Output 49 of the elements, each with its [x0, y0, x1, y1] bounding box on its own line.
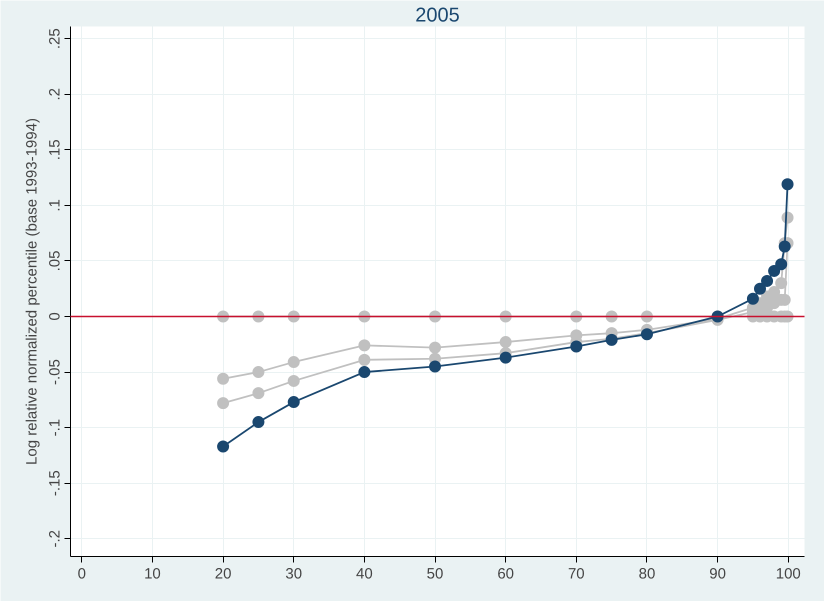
point	[252, 366, 264, 378]
point	[358, 366, 370, 378]
y-tick-label: -.1	[46, 418, 64, 436]
y-tick-label: .25	[46, 28, 64, 50]
x-tick-label: 100	[776, 566, 801, 582]
point	[288, 396, 300, 408]
point	[768, 286, 780, 298]
point	[570, 340, 582, 352]
y-axis-title: Log relative normalized percentile (base 1993-1994)	[24, 118, 40, 465]
y-tick-label: .2	[46, 88, 64, 101]
y-tick-label: 0	[46, 312, 64, 321]
x-tick-label: 20	[214, 566, 232, 582]
y-tick-label: -.05	[46, 359, 64, 385]
point	[746, 292, 759, 305]
x-tick-label: 40	[356, 566, 373, 582]
point	[500, 352, 512, 364]
point	[778, 240, 791, 252]
point	[252, 387, 264, 400]
y-tick-label: -.2	[46, 530, 64, 548]
y-tick-label: .15	[46, 139, 64, 160]
point	[782, 178, 794, 190]
point	[775, 277, 788, 290]
point	[429, 342, 442, 354]
point	[761, 274, 774, 287]
x-tick-label: 0	[78, 566, 86, 582]
point	[217, 440, 230, 452]
point	[775, 258, 788, 270]
point	[217, 397, 230, 410]
point	[754, 282, 766, 295]
point	[288, 356, 300, 368]
y-tick-label: .05	[46, 250, 64, 272]
x-tick-label: 70	[568, 566, 585, 582]
point	[358, 339, 370, 352]
point	[500, 336, 512, 348]
point	[768, 264, 780, 277]
y-tick-label: .1	[46, 199, 64, 212]
x-tick-label: 30	[285, 566, 302, 582]
point	[252, 416, 264, 428]
x-tick-label: 80	[638, 566, 656, 582]
x-tick-label: 60	[497, 566, 514, 582]
x-tick-label: 10	[144, 566, 161, 582]
point	[217, 372, 230, 385]
point	[358, 354, 370, 366]
x-tick-label: 90	[709, 566, 726, 582]
point	[288, 374, 300, 387]
x-tick-label: 50	[426, 566, 444, 582]
point	[429, 360, 442, 372]
y-tick-label: -.15	[46, 470, 64, 496]
chart-title: 2005	[415, 4, 460, 26]
